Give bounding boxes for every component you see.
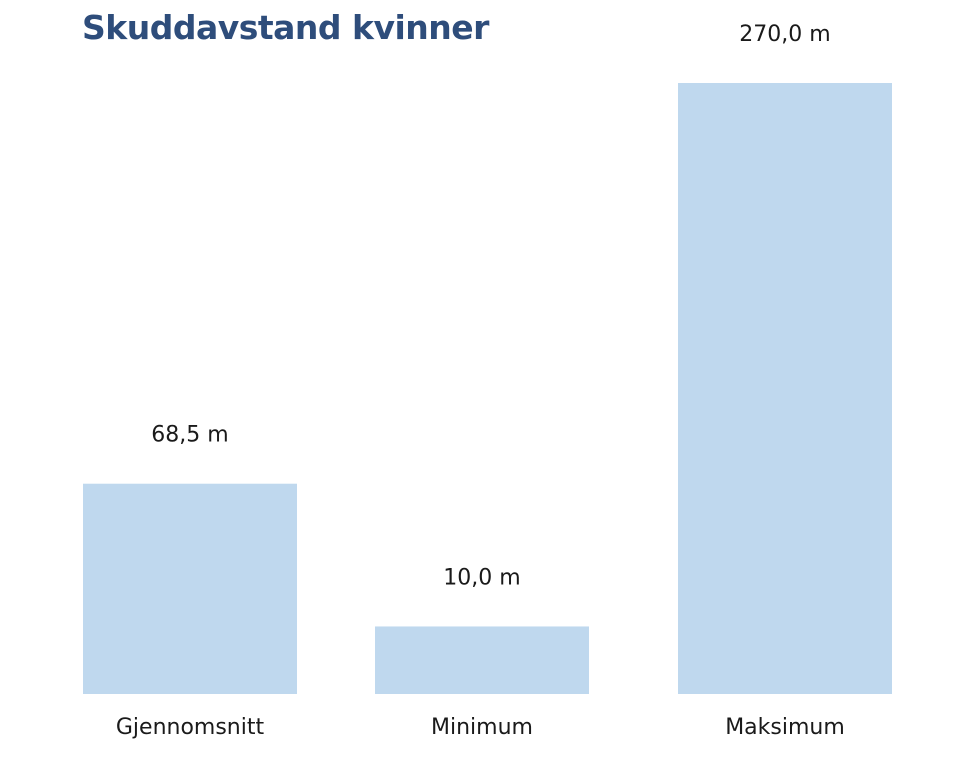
value-label-maksimum: 270,0 m (739, 22, 830, 47)
bar-minimum (375, 626, 589, 694)
category-labels-layer: Gjennomsnitt Minimum Maksimum (116, 715, 845, 740)
value-label-minimum: 10,0 m (443, 565, 520, 590)
category-label-gjennomsnitt: Gjennomsnitt (116, 715, 265, 740)
bar-maksimum (678, 83, 892, 694)
category-label-minimum: Minimum (431, 715, 533, 740)
value-labels-layer: 68,5 m 10,0 m 270,0 m (151, 22, 830, 590)
category-label-maksimum: Maksimum (725, 715, 845, 740)
value-label-gjennomsnitt: 68,5 m (151, 423, 228, 448)
bars-layer (83, 83, 892, 694)
bar-gjennomsnitt (83, 483, 297, 694)
chart-title: Skuddavstand kvinner (82, 8, 489, 47)
